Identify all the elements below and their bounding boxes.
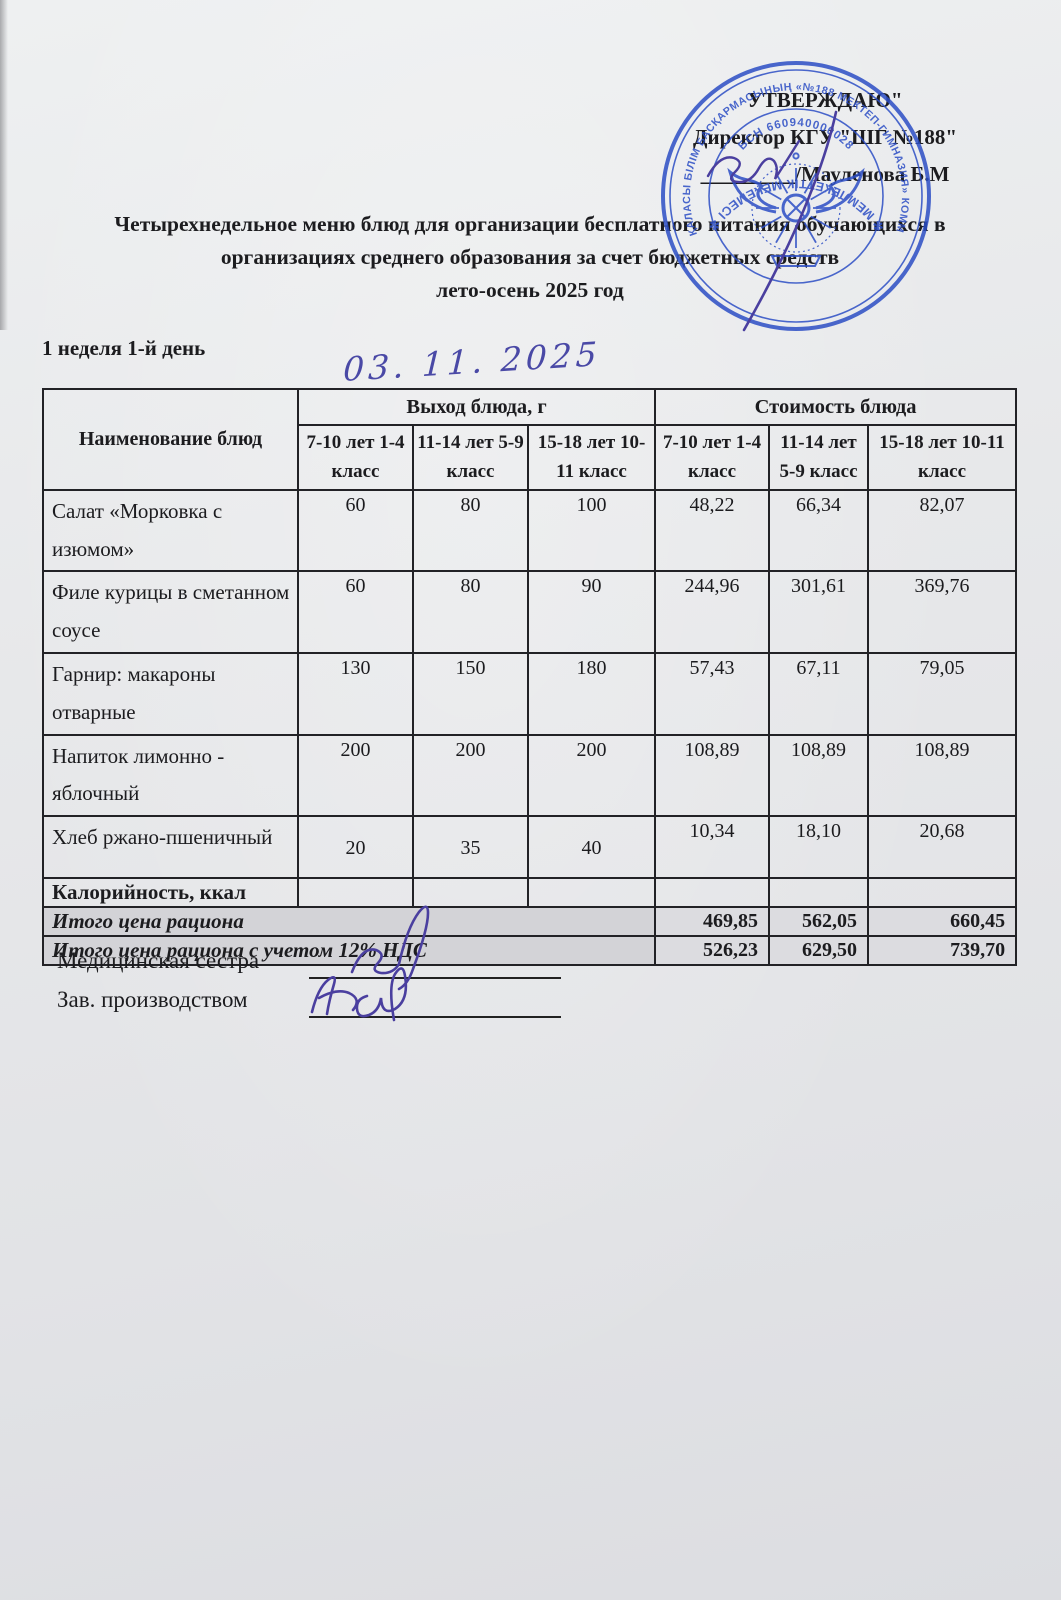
table-row: Напиток лимонно - яблочный 200 200 200 1…: [42, 733, 1018, 818]
out-value: 35: [412, 815, 529, 880]
out-value: 200: [526, 733, 657, 818]
table-row: Хлеб ржано-пшеничный 20 35 40 10,34 18,1…: [42, 815, 1018, 880]
production-label: Зав. производством: [57, 987, 248, 1012]
document-title: Четырехнедельное меню блюд для организац…: [70, 208, 990, 307]
approval-signature-line: _________/Мауленова Б.М: [660, 156, 990, 193]
title-line-3: лето-осень 2025 год: [436, 278, 624, 302]
cost-value: 10,34: [654, 815, 771, 880]
total-value: 629,50: [768, 935, 870, 967]
total-value: 526,23: [654, 935, 771, 967]
dish-name: Салат «Морковка с изюмом»: [42, 488, 299, 573]
out-value: 150: [412, 652, 529, 736]
total-value: 562,05: [768, 906, 870, 938]
empty-cell: [768, 877, 870, 909]
calories-label: Калорийность, ккал: [42, 877, 299, 909]
table-row-total: Итого цена рациона 469,85 562,05 660,45: [41, 906, 1018, 938]
cost-value: 66,34: [768, 488, 870, 573]
signature-row-production: Зав. производством: [57, 981, 561, 1018]
empty-cell: [654, 877, 771, 909]
total-label: Итого цена рациона: [41, 906, 657, 938]
title-line-1: Четырехнедельное меню блюд для организац…: [114, 212, 946, 236]
header-out-age-1: 7-10 лет 1-4 класс: [297, 424, 414, 491]
nurse-signature-line: [309, 951, 561, 979]
out-value: 20: [297, 815, 414, 880]
total-value: 739,70: [867, 935, 1018, 967]
out-value: 130: [297, 652, 414, 736]
header-cost-age-1: 7-10 лет 1-4 класс: [654, 424, 771, 491]
table-row: Салат «Морковка с изюмом» 60 80 100 48,2…: [42, 488, 1018, 573]
approval-title: УТВЕРЖДАЮ": [747, 88, 903, 112]
production-signature-line: [309, 990, 561, 1018]
signature-blank: _________/: [700, 162, 801, 186]
cost-value: 108,89: [654, 733, 771, 818]
header-cost-age-2: 11-14 лет 5-9 класс: [768, 424, 870, 491]
cost-value: 79,05: [867, 652, 1018, 736]
out-value: 60: [297, 488, 414, 573]
cost-value: 20,68: [867, 815, 1018, 880]
cost-value: 67,11: [768, 652, 870, 736]
total-value: 660,45: [867, 906, 1018, 938]
empty-cell: [412, 877, 529, 909]
approval-block: УТВЕРЖДАЮ" Директор КГУ "ШГ №188" ______…: [660, 82, 990, 193]
cost-value: 48,22: [654, 488, 771, 573]
empty-cell: [297, 877, 414, 909]
cost-value: 18,10: [768, 815, 870, 880]
out-value: 90: [526, 570, 657, 655]
dish-name: Напиток лимонно - яблочный: [42, 733, 299, 818]
cost-value: 369,76: [867, 570, 1018, 655]
header-cost-group: Стоимость блюда: [654, 388, 1018, 426]
menu-table: Наименование блюд Выход блюда, г Стоимос…: [41, 388, 1018, 967]
table-row: Гарнир: макароны отварные 130 150 180 57…: [42, 652, 1018, 736]
out-value: 40: [526, 815, 657, 880]
handwritten-date: 03. 11. 2025: [342, 334, 602, 389]
header-dish-name: Наименование блюд: [42, 388, 299, 491]
title-line-2: организациях среднего образования за сче…: [220, 245, 840, 269]
header-out-age-3: 15-18 лет 10-11 класс: [526, 424, 657, 491]
cost-value: 108,89: [867, 733, 1018, 818]
out-value: 100: [526, 488, 657, 573]
table-row-calories: Калорийность, ккал: [42, 877, 1018, 909]
table-row: Филе курицы в сметанном соусе 60 80 90 2…: [42, 570, 1018, 655]
dish-name: Гарнир: макароны отварные: [42, 652, 299, 736]
cost-value: 301,61: [768, 570, 870, 655]
out-value: 60: [297, 570, 414, 655]
header-output-group: Выход блюда, г: [296, 388, 657, 426]
dish-name: Филе курицы в сметанном соусе: [42, 570, 299, 655]
nurse-label: Медицинская сестра: [57, 948, 260, 973]
out-value: 200: [412, 733, 529, 818]
cost-value: 244,96: [654, 570, 771, 655]
signature-row-nurse: Медицинская сестра: [57, 942, 561, 979]
header-cost-age-3: 15-18 лет 10-11 класс: [867, 424, 1018, 491]
signatures-block: Медицинская сестра Зав. производством: [57, 942, 561, 1020]
empty-cell: [526, 877, 657, 909]
dish-name: Хлеб ржано-пшеничный: [42, 815, 299, 880]
cost-value: 57,43: [654, 652, 771, 736]
out-value: 80: [412, 570, 529, 655]
total-value: 469,85: [654, 906, 771, 938]
out-value: 180: [526, 652, 657, 736]
director-name: Мауленова Б.М: [800, 162, 950, 186]
out-value: 200: [297, 733, 414, 818]
out-value: 80: [412, 488, 529, 573]
approval-director: Директор КГУ "ШГ №188": [693, 125, 957, 149]
cost-value: 82,07: [867, 488, 1018, 573]
empty-cell: [867, 877, 1018, 909]
cost-value: 108,89: [768, 733, 870, 818]
week-day-label: 1 неделя 1-й день: [42, 336, 206, 360]
header-out-age-2: 11-14 лет 5-9 класс: [412, 424, 529, 491]
